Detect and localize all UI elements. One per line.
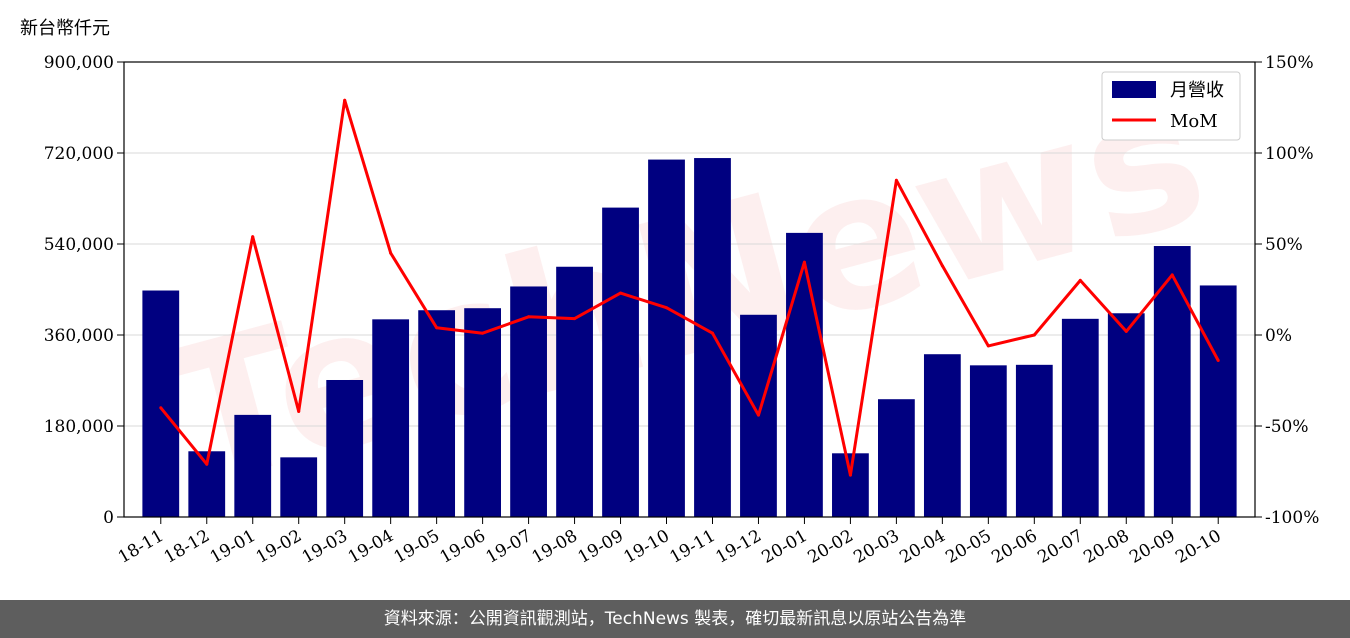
x-axis-tick-label: 20-10 [1172, 526, 1224, 568]
x-axis-tick-label: 18-12 [161, 526, 213, 568]
revenue-bar [969, 365, 1007, 517]
x-axis-tick-label: 20-01 [758, 526, 810, 568]
mom-point [848, 473, 852, 477]
right-axis-tick-label: 100% [1265, 144, 1314, 164]
mom-point [1170, 273, 1174, 277]
x-axis-tick-label: 20-02 [804, 526, 856, 568]
mom-point [527, 315, 531, 319]
x-axis-tick-label: 19-10 [621, 526, 673, 568]
x-axis-tick-label: 19-08 [529, 526, 581, 568]
x-axis-tick-label: 19-06 [437, 526, 489, 568]
legend-line-label: MoM [1170, 111, 1218, 132]
x-axis-tick-label: 19-04 [345, 526, 397, 568]
bar-layer [142, 158, 1237, 518]
mom-point [389, 251, 393, 255]
right-axis-tick-label: 150% [1265, 53, 1314, 73]
right-axis-tick-label: 50% [1265, 235, 1303, 255]
left-axis-tick-label: 180,000 [44, 417, 114, 437]
mom-point [710, 331, 714, 335]
mom-point [756, 413, 760, 417]
left-axis-tick-label: 540,000 [44, 235, 114, 255]
revenue-bar [464, 308, 501, 517]
left-axis-unit-label: 新台幣仟元 [20, 18, 110, 39]
mom-line [159, 98, 1220, 477]
revenue-bar [923, 354, 961, 517]
mom-point [481, 331, 485, 335]
revenue-bar [372, 319, 410, 517]
mom-point [343, 98, 347, 102]
mom-point [986, 344, 990, 348]
mom-point [802, 260, 806, 264]
mom-point [251, 235, 255, 239]
legend-bar-label: 月營收 [1170, 80, 1224, 101]
line-layer [159, 98, 1220, 477]
x-axis-tick-label: 19-07 [483, 526, 535, 568]
revenue-bar [878, 399, 915, 517]
revenue-bar [694, 158, 731, 518]
legend: 月營收 MoM [1101, 71, 1241, 141]
x-axis-tick-label: 20-06 [988, 526, 1040, 568]
x-axis-tick-label: 19-03 [299, 526, 351, 568]
revenue-bar [280, 457, 318, 517]
mom-point [1124, 329, 1128, 333]
revenue-bar [1107, 313, 1145, 517]
x-axis-tick-label: 18-11 [115, 526, 167, 568]
revenue-chart: TechNews 新台幣仟元 0180,000360,000540,000720… [20, 18, 1319, 568]
revenue-bar [556, 266, 593, 517]
x-axis-tick-label: 20-04 [896, 526, 948, 568]
x-axis-tick-label: 20-07 [1034, 526, 1086, 568]
revenue-bar [1061, 318, 1099, 517]
revenue-bar [1153, 246, 1191, 517]
revenue-bar [142, 290, 180, 517]
source-footer: 資料來源：公開資訊觀測站，TechNews 製表，確切最新訊息以原站公告為準 [0, 600, 1350, 638]
revenue-bar [326, 379, 364, 517]
revenue-bar [510, 286, 547, 517]
plot-frame [123, 61, 1256, 518]
revenue-bar [602, 207, 639, 517]
mom-point [573, 317, 577, 321]
left-axis-tick-label: 0 [103, 508, 114, 528]
mom-point [940, 264, 944, 268]
x-axis-tick-label: 20-09 [1126, 526, 1178, 568]
x-axis-tick-label: 19-01 [207, 526, 259, 568]
revenue-bar [1015, 364, 1053, 517]
mom-point [1032, 333, 1036, 337]
x-axis-tick-label: 20-08 [1080, 526, 1132, 568]
right-axis-tick-label: -100% [1265, 508, 1319, 528]
x-axis-tick-label: 19-12 [713, 526, 765, 568]
left-axis-tick-label: 720,000 [44, 144, 114, 164]
mom-point [435, 326, 439, 330]
mom-point [1216, 358, 1220, 362]
revenue-bar [832, 453, 869, 517]
revenue-bar [786, 232, 823, 517]
right-axis-tick-label: -50% [1265, 417, 1309, 437]
revenue-bar [1199, 285, 1237, 517]
mom-point [619, 291, 623, 295]
mom-point [1078, 278, 1082, 282]
revenue-bar [648, 159, 685, 518]
revenue-bar [418, 310, 456, 517]
left-axis-tick-label: 360,000 [44, 326, 114, 346]
revenue-bar [234, 414, 272, 517]
mom-point [894, 178, 898, 182]
x-axis-tick-label: 20-03 [850, 526, 902, 568]
x-axis-tick-label: 19-11 [667, 526, 719, 568]
legend-bar-swatch [1112, 81, 1156, 98]
x-axis-tick-label: 19-05 [391, 526, 443, 568]
mom-point [297, 409, 301, 413]
x-axis-tick-label: 19-09 [575, 526, 627, 568]
x-axis-tick-label: 20-05 [942, 526, 994, 568]
mom-point [205, 462, 209, 466]
mom-point [665, 306, 669, 310]
mom-point [159, 406, 163, 410]
right-axis-tick-label: 0% [1265, 326, 1292, 346]
left-axis-tick-label: 900,000 [44, 53, 114, 73]
x-axis-tick-label: 19-02 [253, 526, 305, 568]
